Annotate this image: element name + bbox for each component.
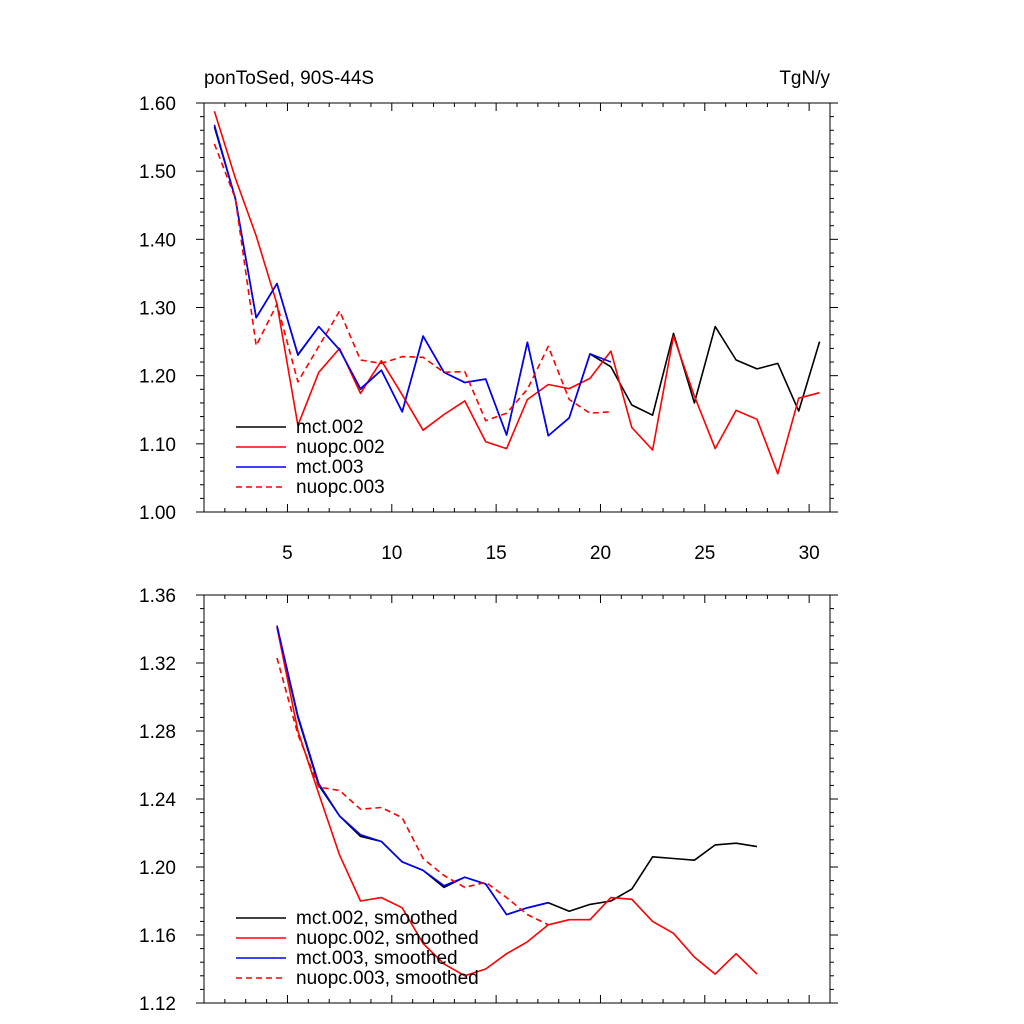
series-line-2 [276,627,758,977]
x-tick-label: 10 [381,543,402,564]
bottom-panel: 1.12 1.16 1.20 1.24 1.28 1.32 1.36 mct.002, smo… [139,586,838,1015]
y-tick-label: 1.20 [139,858,176,879]
y-tick-label: 1.10 [139,435,176,456]
y-tick-label: 1.50 [139,162,176,183]
x-tick-label: 30 [799,543,820,564]
y-tick-label: 1.32 [139,654,176,675]
series-line-4 [213,143,611,422]
legend-label: nuopc.002, smoothed [296,928,479,949]
x-tick-label: 15 [486,543,507,564]
top-panel: 5 10 15 20 25 30 1.00 1.10 1.20 1.30 1.40 1.50 1.60 p… [139,68,838,564]
y-tick-label: 1.24 [139,790,176,811]
series-line-1 [276,627,758,916]
y-tick-label: 1.00 [139,503,176,524]
series-line-3 [213,124,612,437]
x-tick-label: 20 [590,543,611,564]
chart-title: ponToSed, 90S-44S [204,68,374,89]
series-line-4 [276,657,549,926]
legend-label: nuopc.003 [296,477,385,498]
legend-label: nuopc.002 [296,437,385,458]
legend-label: mct.002, smoothed [296,908,458,929]
y-tick-label: 1.16 [139,926,176,947]
y-tick-label: 1.60 [139,94,176,115]
series-line-2 [213,110,820,475]
y-tick-label: 1.28 [139,722,176,743]
x-tick-label: 25 [694,543,715,564]
series-line-3 [276,625,549,916]
legend-label: mct.003, smoothed [296,948,458,969]
legend-label: mct.003 [296,457,364,478]
y-tick-label: 1.20 [139,367,176,388]
y-tick-label: 1.30 [139,299,176,320]
y-tick-label: 1.40 [139,230,176,251]
x-tick-label: 5 [282,543,293,564]
y-tick-label: 1.12 [139,994,176,1015]
legend-label: nuopc.003, smoothed [296,968,479,989]
y-tick-label: 1.36 [139,586,176,607]
legend-label: mct.002 [296,417,364,438]
units-label: TgN/y [779,68,830,89]
